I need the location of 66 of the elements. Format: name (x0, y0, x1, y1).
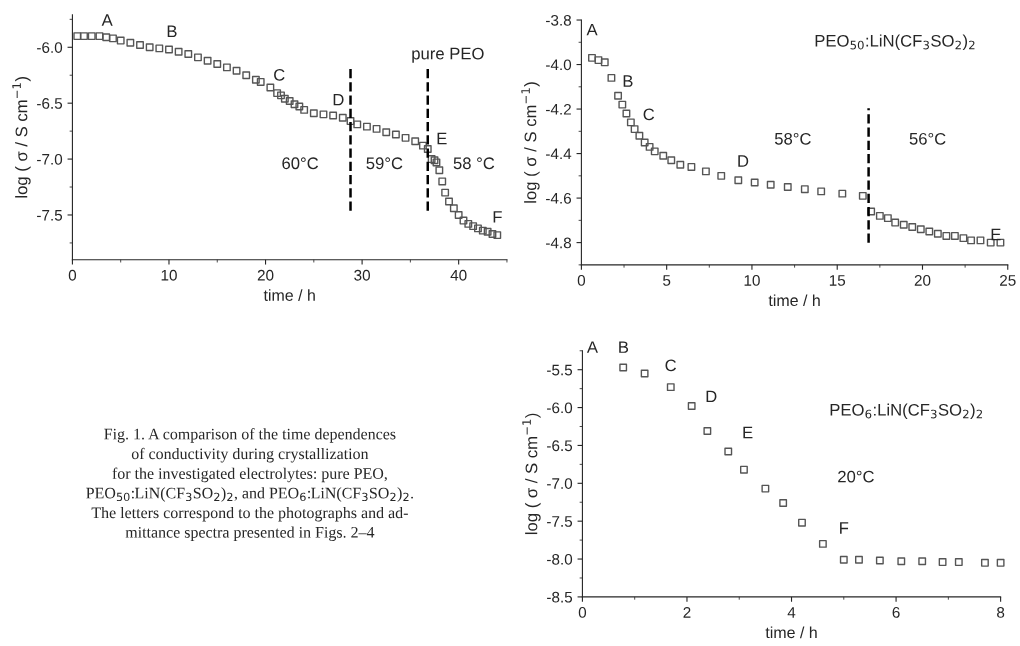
annotation: A (586, 341, 598, 353)
x-tick-label: 20 (257, 269, 274, 281)
x-tick-label: 0 (577, 274, 586, 286)
annotation: F (840, 522, 849, 534)
y-tick-label: -8.5 (547, 591, 573, 603)
y-tick-label: -4.0 (546, 59, 572, 71)
x-tick-label: 5 (663, 275, 671, 286)
x-tick-label: 8 (997, 607, 1005, 618)
x-tick-label: 20 (914, 274, 931, 286)
y-tick-label: -7.0 (547, 478, 573, 489)
annotation: PEO$_{50}$:LiN(CF$_{3}$SO$_{2}$)$_{2}$ (815, 34, 975, 50)
annotation: B (619, 341, 629, 353)
annotation: 58 °C (453, 157, 495, 170)
y-axis-title: log ( σ / S cm$^{−1}$) (12, 77, 31, 198)
y-tick-label: -7.0 (37, 153, 63, 165)
x-tick-label: 10 (161, 269, 177, 281)
annotation: E (991, 228, 1001, 241)
y-tick-label: -6.0 (37, 42, 63, 53)
annotation: A (586, 23, 598, 36)
x-tick-label: 10 (744, 274, 760, 286)
y-tick-label: -3.8 (546, 14, 572, 26)
y-axis-title: log ( σ / S cm$^{−1}$) (521, 82, 540, 203)
y-tick-label: -7.5 (37, 210, 63, 221)
y-tick-label: -8.0 (547, 553, 573, 565)
annotation: E (437, 132, 447, 145)
x-tick-label: 25 (1000, 274, 1016, 286)
y-tick-label: -4.4 (546, 148, 572, 160)
x-axis-title: time / h (263, 289, 315, 301)
x-axis-title: time / h (765, 626, 817, 639)
y-tick-label: -6.5 (547, 440, 573, 452)
x-tick-label: 4 (787, 607, 796, 618)
y-tick-label: -4.6 (546, 192, 572, 204)
x-tick-label: 30 (354, 269, 370, 281)
x-axis-title: time / h (768, 294, 820, 307)
annotation: A (101, 14, 113, 26)
annotation: D (706, 390, 717, 403)
annotation: B (167, 25, 177, 38)
annotation: 58°C (774, 132, 811, 145)
y-tick-label: -4.8 (546, 237, 572, 249)
annotation: 56°C (909, 132, 946, 145)
x-tick-label: 0 (68, 269, 77, 281)
y-tick-label: -6.5 (37, 98, 63, 109)
annotation: B (623, 75, 633, 87)
x-tick-label: 6 (892, 607, 900, 618)
annotation: 59°C (366, 157, 403, 170)
annotation: D (738, 155, 749, 167)
x-tick-label: 40 (450, 269, 467, 281)
y-tick-label: -4.2 (546, 103, 571, 115)
y-tick-label: -7.5 (547, 516, 573, 527)
x-tick-label: 15 (829, 275, 846, 286)
annotation: C (665, 359, 677, 372)
annotation: pure PEO (412, 47, 484, 63)
annotation: D (333, 93, 344, 106)
annotation: C (274, 68, 285, 81)
annotation: F (493, 211, 502, 223)
y-tick-label: -6.0 (547, 402, 573, 414)
text: Fig. 1. A comparison of the time dependences of conductivity during crystallization for the investigated electrolytes: pure PEO, PEO$_{50}$:LiN(CF$_{3}$SO$_{2}$)$_{2}$, and PEO$_{6}$:LiN(CF$_{3}$SO$_{2}$)$_{2}$. The letters correspond to the photographs and ad- mittance spectra presented in Figs. 2–4 (86, 428, 414, 541)
annotation: PEO$_{6}$:LiN(CF$_{3}$SO$_{2}$)$_{2}$ (830, 403, 983, 420)
x-tick-label: 0 (578, 607, 587, 618)
annotation: E (743, 426, 753, 439)
x-tick-label: 2 (683, 607, 691, 618)
annotation: 20°C (838, 470, 874, 483)
y-tick-label: -5.5 (547, 364, 573, 376)
y-axis-title: log ( σ / S cm$^{−1}$) (522, 413, 541, 535)
annotation: C (643, 108, 655, 121)
annotation: 60°C (282, 157, 319, 170)
